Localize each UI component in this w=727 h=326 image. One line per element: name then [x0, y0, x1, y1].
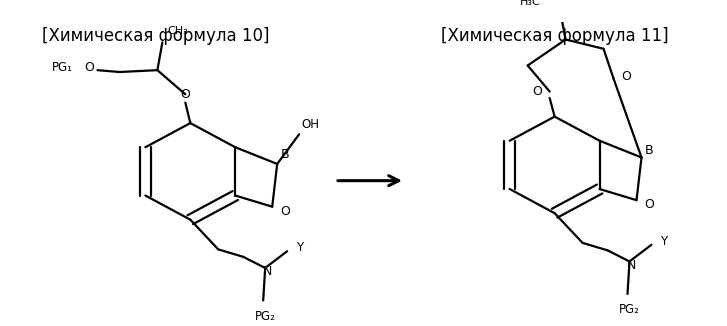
Text: B: B — [645, 143, 654, 156]
Text: OH: OH — [301, 118, 319, 131]
Text: PG₂: PG₂ — [254, 310, 276, 323]
Text: [Химическая формула 10]: [Химическая формула 10] — [41, 27, 269, 45]
Text: N: N — [262, 265, 272, 278]
Text: B: B — [281, 148, 289, 161]
Text: O: O — [84, 61, 95, 74]
Text: PG₂: PG₂ — [619, 303, 640, 316]
Text: Y: Y — [660, 234, 667, 247]
Text: [Химическая формула 11]: [Химическая формула 11] — [441, 27, 668, 45]
Text: O: O — [533, 85, 542, 98]
Text: O: O — [180, 88, 190, 101]
Text: N: N — [627, 259, 636, 272]
Text: CH₃: CH₃ — [167, 26, 188, 36]
Text: H₃C: H₃C — [520, 0, 541, 7]
Text: O: O — [645, 198, 654, 211]
Text: O: O — [280, 205, 290, 218]
Text: Y: Y — [296, 241, 303, 254]
Text: PG₁: PG₁ — [52, 61, 73, 74]
Text: O: O — [622, 70, 632, 83]
